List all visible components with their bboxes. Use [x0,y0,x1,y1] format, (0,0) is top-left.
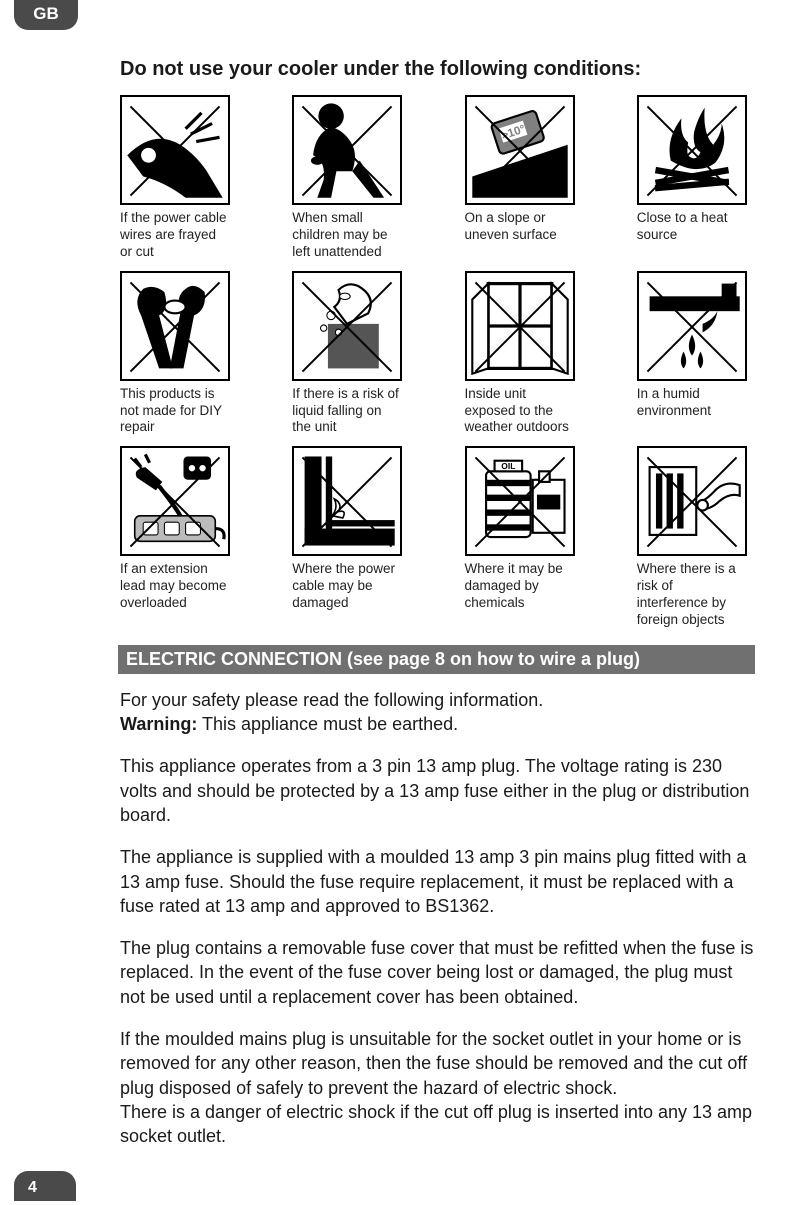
cable-damage-icon [292,446,402,556]
caption: When small children may be left unattend… [292,210,402,261]
slope-icon: >10° [465,95,575,205]
warning-diy: This products is not made for DIY repair [120,271,230,437]
paragraph-fuse: The appliance is supplied with a moulded… [120,845,755,918]
weather-icon [465,271,575,381]
warning-foreign-objects: Where there is a risk of interference by… [637,446,747,629]
section-heading-electric-connection: ELECTRIC CONNECTION (see page 8 on how t… [118,645,755,674]
svg-text:OIL: OIL [501,461,515,471]
warning-cable-damage: Where the power cable may be damaged [292,446,402,629]
conditions-title: Do not use your cooler under the followi… [120,58,755,81]
caption: Where the power cable may be damaged [292,561,402,612]
caption: Where there is a risk of interference by… [637,561,747,629]
warning-liquid: If there is a risk of liquid falling on … [292,271,402,437]
warning-humid: In a humid environment [637,271,747,437]
text: If the moulded mains plug is unsuitable … [120,1029,747,1098]
warning-children: When small children may be left unattend… [292,95,402,261]
paragraph-fuse-cover: The plug contains a removable fuse cover… [120,936,755,1009]
frayed-cable-icon [120,95,230,205]
caption: This products is not made for DIY repair [120,386,230,437]
warning-slope: >10° On a slope or uneven surface [465,95,575,261]
language-tab: GB [14,0,78,30]
diy-icon [120,271,230,381]
foreign-objects-icon [637,446,747,556]
intro-line: For your safety please read the followin… [120,690,543,710]
caption: In a humid environment [637,386,747,420]
paragraph-plug-disposal: If the moulded mains plug is unsuitable … [120,1027,755,1148]
page-content: Do not use your cooler under the followi… [120,58,755,1149]
caption: If the power cable wires are frayed or c… [120,210,230,261]
warning-weather: Inside unit exposed to the weather outdo… [465,271,575,437]
warning-chemicals: OIL Where it may be damaged by chemicals [465,446,575,629]
caption: If there is a risk of liquid falling on … [292,386,402,437]
warning-heat-source: Close to a heat source [637,95,747,261]
liquid-icon [292,271,402,381]
warning-extension: If an extension lead may become overload… [120,446,230,629]
children-icon [292,95,402,205]
warning-frayed-cable: If the power cable wires are frayed or c… [120,95,230,261]
warning-label: Warning: [120,714,197,734]
warning-text: This appliance must be earthed. [197,714,458,734]
chemicals-icon: OIL [465,446,575,556]
caption: Where it may be damaged by chemicals [465,561,575,612]
caption: On a slope or uneven surface [465,210,575,244]
warnings-grid: If the power cable wires are frayed or c… [120,95,755,629]
intro-paragraph: For your safety please read the followin… [120,688,755,737]
heat-source-icon [637,95,747,205]
caption: Inside unit exposed to the weather outdo… [465,386,575,437]
text: There is a danger of electric shock if t… [120,1102,752,1146]
paragraph-voltage: This appliance operates from a 3 pin 13 … [120,754,755,827]
page-number-tab: 4 [14,1171,76,1201]
body-text: For your safety please read the followin… [120,688,755,1149]
humid-icon [637,271,747,381]
extension-icon [120,446,230,556]
caption: Close to a heat source [637,210,747,244]
caption: If an extension lead may become overload… [120,561,230,612]
